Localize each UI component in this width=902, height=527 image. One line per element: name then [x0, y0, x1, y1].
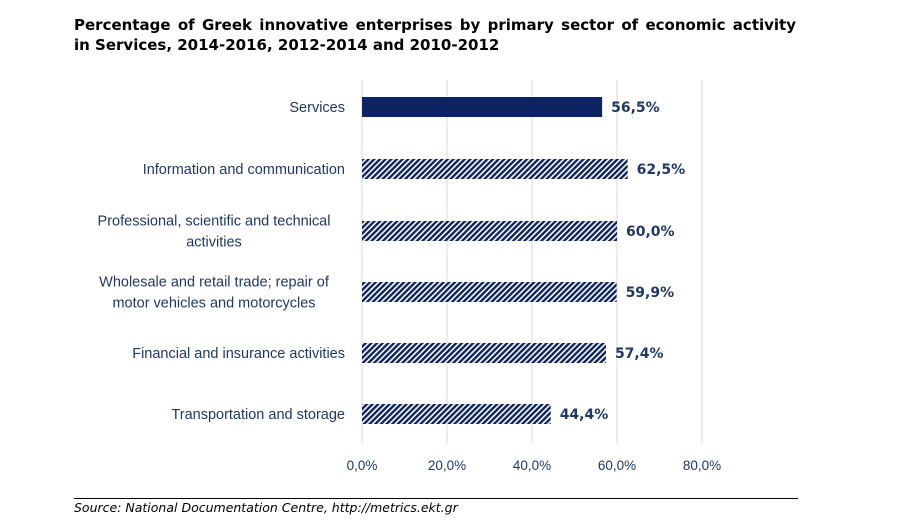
category-label: activities — [186, 235, 242, 251]
bar-chart: 0,0% 20,0% 40,0% 60,0% 80,0% 56,5% Services 62,… — [98, 80, 722, 473]
value-label: 62,5% — [637, 162, 686, 178]
value-label: 44,4% — [560, 407, 609, 423]
category-label: Transportation and storage — [171, 407, 345, 423]
value-label: 59,9% — [626, 285, 675, 301]
source-divider — [74, 498, 798, 499]
bar — [362, 404, 551, 424]
bar — [362, 343, 606, 363]
chart-title: Percentage of Greek innovative enterpris… — [74, 16, 796, 54]
category-label: Wholesale and retail trade; repair of — [99, 275, 330, 291]
bars — [362, 97, 628, 424]
bar — [362, 221, 617, 241]
value-label: 56,5% — [611, 100, 660, 116]
x-tick-label: 60,0% — [598, 458, 636, 473]
bar — [362, 159, 628, 179]
x-tick-label: 20,0% — [428, 458, 466, 473]
value-label: 57,4% — [615, 346, 664, 362]
bar — [362, 282, 617, 302]
category-label: Financial and insurance activities — [132, 346, 345, 362]
x-tick-label: 80,0% — [683, 458, 721, 473]
category-label: Professional, scientific and technical — [98, 214, 331, 230]
value-label: 60,0% — [626, 224, 675, 240]
bar — [362, 97, 603, 117]
source-note: Source: National Documentation Centre, h… — [74, 500, 458, 515]
gridlines — [361, 80, 703, 443]
category-label: Services — [289, 100, 345, 116]
labels: 0,0% 20,0% 40,0% 60,0% 80,0% 56,5% Services 62,… — [98, 100, 722, 473]
x-tick-label: 40,0% — [513, 458, 551, 473]
category-label: Information and communication — [143, 162, 345, 178]
x-tick-label: 0,0% — [347, 458, 378, 473]
category-label: motor vehicles and motorcycles — [112, 296, 315, 312]
